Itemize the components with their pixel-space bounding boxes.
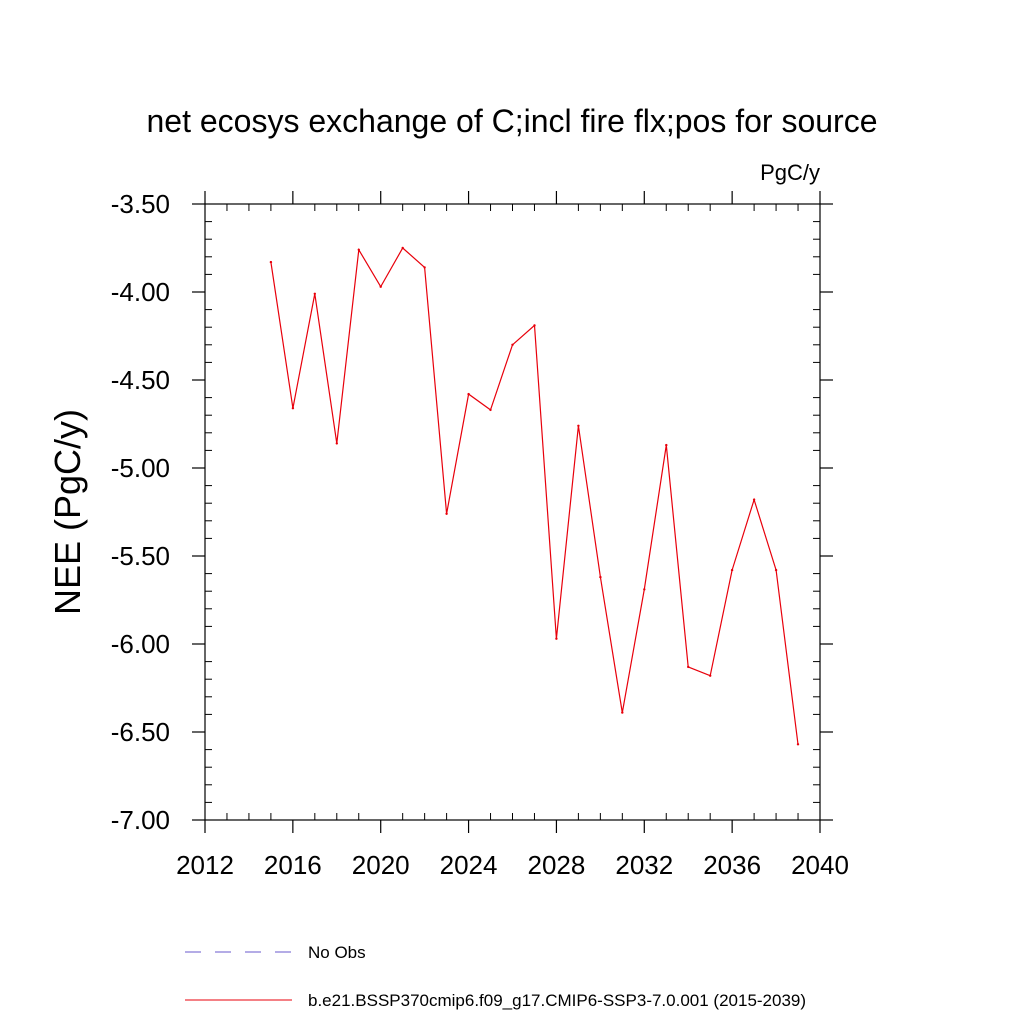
data-point xyxy=(357,248,360,251)
y-axis: -3.50 -4.00 -4.50 -5.00 -5.50 -6.00 -6.50 -7.00 xyxy=(111,189,833,835)
chart-title: net ecosys exchange of C;incl fire flx;p… xyxy=(146,103,877,139)
x-tick-label: 2040 xyxy=(791,850,849,880)
data-point xyxy=(774,568,778,572)
plot-frame xyxy=(204,203,821,821)
x-tick-label: 2032 xyxy=(615,850,673,880)
y-tick-label: -6.00 xyxy=(111,629,170,659)
data-point xyxy=(423,266,426,269)
data-point xyxy=(489,408,492,412)
series-line-0 xyxy=(270,247,799,745)
y-axis-label: NEE (PgC/y) xyxy=(47,409,88,615)
data-point xyxy=(796,743,800,746)
legend-label-0: No Obs xyxy=(308,943,366,962)
data-point xyxy=(709,674,712,677)
legend-label-1: b.e21.BSSP370cmip6.f09_g17.CMIP6-SSP3-7.… xyxy=(308,991,806,1010)
data-point xyxy=(269,260,273,264)
data-point xyxy=(291,407,295,410)
minor-ticks xyxy=(205,204,820,820)
data-point xyxy=(730,568,734,572)
data-point xyxy=(511,343,514,346)
data-point xyxy=(401,246,404,250)
y-tick-label: -3.50 xyxy=(111,189,170,219)
x-axis: 2012 2016 2020 2024 2028 2032 2036 2040 xyxy=(176,191,849,880)
series-layer xyxy=(269,246,800,746)
data-point xyxy=(752,498,756,501)
y-tick-label: -4.00 xyxy=(111,277,170,307)
data-point xyxy=(379,285,382,288)
data-point xyxy=(533,324,536,327)
y-tick-label: -7.00 xyxy=(111,805,170,835)
data-point xyxy=(313,292,316,295)
x-tick-label: 2020 xyxy=(352,850,410,880)
y-tick-label: -6.50 xyxy=(111,717,170,747)
data-point xyxy=(621,711,624,714)
data-point xyxy=(577,424,580,427)
data-point xyxy=(599,575,602,579)
y-tick-label: -5.00 xyxy=(111,453,170,483)
data-point xyxy=(445,512,448,515)
data-point xyxy=(687,665,690,669)
data-point xyxy=(467,392,470,396)
x-tick-label: 2028 xyxy=(528,850,586,880)
x-tick-label: 2016 xyxy=(264,850,322,880)
data-point xyxy=(643,588,646,591)
data-point xyxy=(335,442,338,445)
legend: No Obs b.e21.BSSP370cmip6.f09_g17.CMIP6-S… xyxy=(185,943,806,1010)
y-tick-label: -4.50 xyxy=(111,365,170,395)
x-tick-label: 2036 xyxy=(703,850,761,880)
y-tick-label: -5.50 xyxy=(111,541,170,571)
units-label: PgC/y xyxy=(760,160,820,185)
x-tick-label: 2024 xyxy=(440,850,498,880)
data-point xyxy=(555,637,558,640)
data-point xyxy=(665,443,668,447)
x-tick-label: 2012 xyxy=(176,850,234,880)
